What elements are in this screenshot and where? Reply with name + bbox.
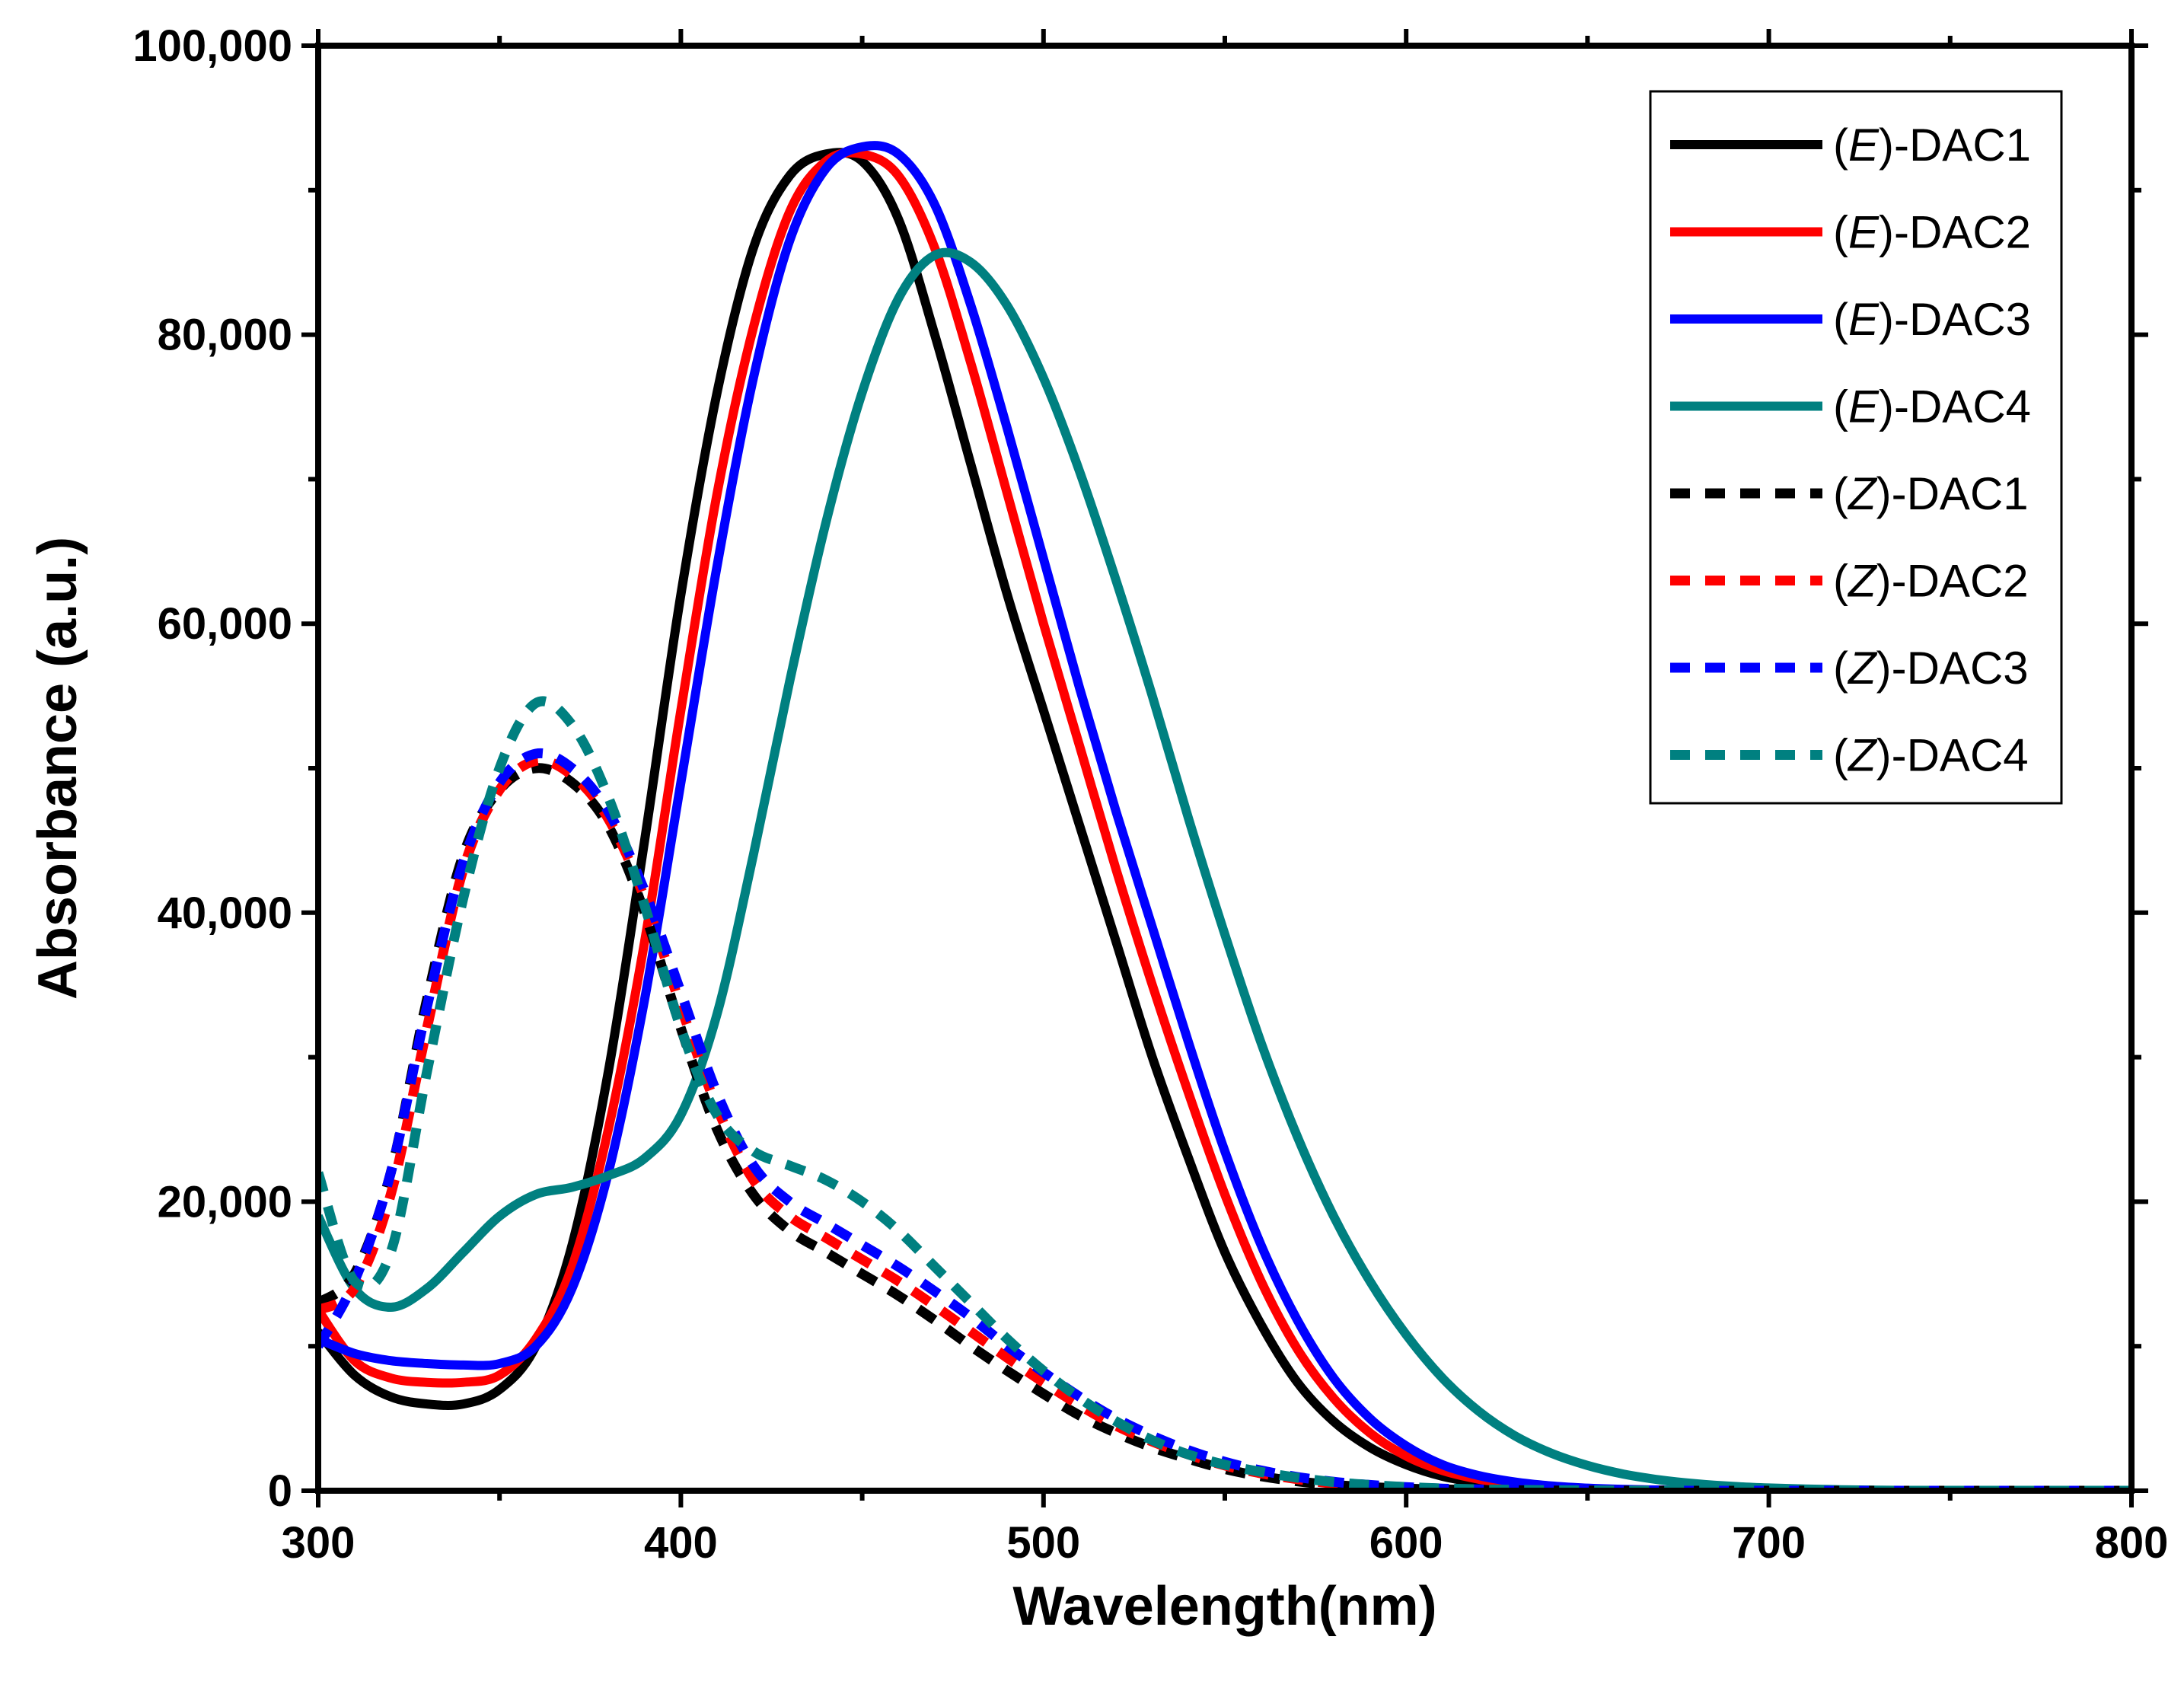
legend-label: (E)-DAC1 xyxy=(1833,120,2031,171)
legend-box xyxy=(1649,90,2063,805)
y-tick-label: 20,000 xyxy=(158,1177,292,1227)
legend-label: (Z)-DAC1 xyxy=(1833,468,2029,519)
series-line-7 xyxy=(318,748,2131,1491)
legend-label: (Z)-DAC3 xyxy=(1833,643,2029,694)
x-tick-label: 800 xyxy=(2095,1518,2169,1568)
x-tick-label: 500 xyxy=(1006,1518,1080,1568)
legend-entry: (E)-DAC1 xyxy=(1670,120,2031,171)
x-axis-title: Wavelength(nm) xyxy=(1012,1576,1436,1637)
legend-label: (E)-DAC3 xyxy=(1833,294,2031,345)
legend-entry: (Z)-DAC4 xyxy=(1670,730,2029,781)
y-tick-label: 0 xyxy=(268,1466,292,1516)
legend-label: (E)-DAC2 xyxy=(1833,207,2031,258)
axis-ticks xyxy=(301,29,2148,1507)
y-tick-label: 60,000 xyxy=(158,599,292,649)
x-tick-label: 700 xyxy=(1732,1518,1806,1568)
y-tick-label: 100,000 xyxy=(132,21,292,71)
y-tick-label: 80,000 xyxy=(158,311,292,360)
legend-items: (E)-DAC1 (E)-DAC2 (E)-DAC3 (E)-DAC4 (Z)-DAC1… xyxy=(1670,120,2031,781)
x-tick-label: 400 xyxy=(644,1518,718,1568)
legend-entry: (Z)-DAC2 xyxy=(1670,556,2029,607)
x-tick-label: 600 xyxy=(1369,1518,1443,1568)
legend-entry: (E)-DAC2 xyxy=(1670,207,2031,258)
series-line-6 xyxy=(318,755,2131,1491)
legend-entry: (Z)-DAC3 xyxy=(1670,643,2029,694)
series-line-5 xyxy=(318,763,2131,1491)
legend-entry: (E)-DAC4 xyxy=(1670,381,2031,432)
axis-tick-labels: 300 400 500 600 700 800 0 20,000 40,000 60,000 80,… xyxy=(132,21,2168,1568)
legend-entry: (E)-DAC3 xyxy=(1670,294,2031,345)
series-line-8 xyxy=(318,696,2131,1491)
legend-label: (E)-DAC4 xyxy=(1833,381,2031,432)
y-tick-label: 40,000 xyxy=(158,888,292,938)
x-tick-label: 300 xyxy=(282,1518,355,1568)
legend-label: (Z)-DAC2 xyxy=(1833,556,2029,607)
y-axis-title: Absorbance (a.u.) xyxy=(27,537,88,1000)
legend-entry: (Z)-DAC1 xyxy=(1670,468,2029,519)
legend: (E)-DAC1 (E)-DAC2 (E)-DAC3 (E)-DAC4 (Z)-DAC1… xyxy=(1649,90,2063,805)
legend-label: (Z)-DAC4 xyxy=(1833,730,2029,781)
